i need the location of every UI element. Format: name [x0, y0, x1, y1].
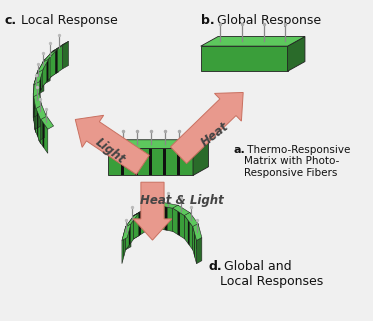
Polygon shape	[34, 67, 44, 85]
Polygon shape	[34, 78, 40, 97]
Polygon shape	[288, 37, 305, 71]
Polygon shape	[42, 48, 59, 63]
Polygon shape	[37, 60, 44, 97]
Polygon shape	[35, 76, 36, 103]
Bar	[108, 148, 193, 176]
Polygon shape	[122, 227, 126, 264]
Polygon shape	[193, 223, 202, 240]
Polygon shape	[194, 232, 195, 258]
Bar	[135, 148, 138, 176]
Polygon shape	[145, 203, 165, 208]
Polygon shape	[125, 213, 140, 227]
Polygon shape	[35, 102, 41, 129]
Bar	[163, 148, 166, 176]
Polygon shape	[35, 102, 46, 120]
Polygon shape	[39, 117, 48, 153]
Polygon shape	[37, 111, 38, 138]
Polygon shape	[160, 203, 165, 229]
Polygon shape	[193, 224, 198, 250]
Polygon shape	[134, 205, 151, 216]
Polygon shape	[34, 100, 35, 126]
Polygon shape	[173, 205, 190, 216]
Polygon shape	[33, 93, 36, 133]
Polygon shape	[133, 182, 172, 240]
Polygon shape	[43, 122, 44, 148]
Polygon shape	[159, 203, 178, 208]
Polygon shape	[63, 41, 69, 69]
Bar	[201, 46, 288, 71]
Polygon shape	[122, 223, 131, 240]
Polygon shape	[39, 113, 54, 129]
Polygon shape	[42, 51, 53, 87]
Polygon shape	[33, 90, 41, 108]
Polygon shape	[197, 238, 202, 264]
Polygon shape	[123, 232, 124, 258]
Polygon shape	[138, 211, 141, 236]
Polygon shape	[37, 56, 50, 73]
Polygon shape	[44, 56, 50, 84]
Polygon shape	[170, 92, 243, 163]
Polygon shape	[146, 205, 151, 231]
Polygon shape	[33, 90, 39, 117]
Text: c.: c.	[5, 14, 17, 27]
Polygon shape	[173, 205, 178, 231]
Bar	[149, 148, 152, 176]
Text: Light: Light	[93, 135, 128, 166]
Text: Global Response: Global Response	[213, 14, 322, 27]
Text: a.: a.	[233, 144, 245, 155]
Polygon shape	[164, 207, 167, 230]
Polygon shape	[173, 208, 185, 239]
Polygon shape	[75, 115, 149, 174]
Polygon shape	[35, 105, 41, 144]
Polygon shape	[178, 211, 180, 236]
Polygon shape	[159, 206, 173, 231]
Polygon shape	[151, 207, 154, 230]
Polygon shape	[50, 45, 63, 78]
Text: Local Response: Local Response	[18, 14, 118, 27]
Text: d.: d.	[209, 260, 222, 273]
Polygon shape	[55, 48, 57, 74]
Polygon shape	[34, 78, 40, 106]
Text: Heat & Light: Heat & Light	[140, 194, 223, 207]
Polygon shape	[125, 215, 134, 250]
Polygon shape	[193, 140, 209, 176]
Polygon shape	[53, 48, 59, 75]
Polygon shape	[134, 208, 146, 239]
Bar	[121, 148, 124, 176]
Polygon shape	[34, 70, 38, 109]
Polygon shape	[201, 37, 305, 46]
Polygon shape	[184, 215, 193, 250]
Text: Global and
Local Responses: Global and Local Responses	[220, 260, 323, 288]
Bar	[178, 148, 180, 176]
Text: Heat: Heat	[198, 119, 231, 149]
Polygon shape	[185, 213, 190, 239]
Text: Thermo-Responsive
Matrix with Photo-
Responsive Fibers: Thermo-Responsive Matrix with Photo- Res…	[244, 144, 351, 178]
Polygon shape	[108, 140, 209, 148]
Text: b.: b.	[201, 14, 214, 27]
Polygon shape	[134, 213, 140, 239]
Polygon shape	[40, 65, 41, 92]
Polygon shape	[145, 206, 160, 231]
Polygon shape	[129, 220, 131, 246]
Polygon shape	[39, 113, 45, 141]
Polygon shape	[126, 223, 131, 250]
Polygon shape	[184, 213, 198, 227]
Polygon shape	[193, 227, 197, 264]
Polygon shape	[50, 41, 69, 53]
Polygon shape	[38, 67, 44, 94]
Polygon shape	[47, 56, 48, 82]
Polygon shape	[188, 220, 189, 246]
